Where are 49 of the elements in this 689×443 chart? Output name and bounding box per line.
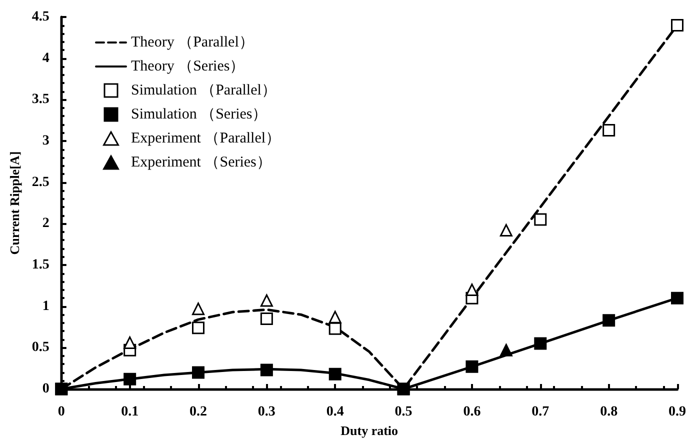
point: [671, 19, 684, 32]
point: [192, 322, 205, 334]
legend-label: Experiment （Parallel）: [131, 130, 281, 146]
legend-label: Theory （Parallel）: [131, 34, 254, 50]
point: [534, 337, 547, 350]
point: [328, 322, 342, 335]
point: [124, 336, 136, 349]
x-tick-label: 0.4: [326, 404, 344, 420]
point: [260, 312, 273, 325]
x-tick-label: 0.7: [532, 404, 550, 420]
point: [466, 360, 478, 373]
y-tick-label: 3.5: [32, 92, 50, 108]
y-tick-label: 3: [42, 134, 50, 148]
x-tick-label: 0.3: [258, 404, 276, 420]
legend-label: Simulation （Series）: [131, 106, 268, 122]
y-tick-label: 1.5: [32, 258, 50, 272]
y-axis-title: Current Ripple[A]: [7, 151, 22, 255]
point: [500, 224, 512, 237]
point: [328, 310, 342, 324]
point: [671, 292, 684, 304]
x-tick-label: 0.6: [463, 404, 481, 420]
x-tick-label: 0.2: [190, 404, 208, 420]
x-tick-label: 0.8: [600, 404, 618, 420]
x-tick-label: 0.5: [394, 404, 412, 420]
y-tick-label: 2: [42, 216, 50, 232]
point: [602, 124, 616, 137]
point: [124, 372, 136, 386]
x-axis-title: Duty ratio: [340, 422, 398, 438]
x-tick-label: 0.1: [121, 404, 139, 420]
legend-label: Experiment （Series）: [131, 154, 272, 170]
legend-label: Theory （Series）: [131, 58, 245, 74]
point: [500, 344, 512, 356]
y-tick-label: 4: [42, 50, 50, 66]
point: [192, 302, 205, 316]
point: [260, 364, 273, 376]
y-tick-label: 2.5: [32, 174, 50, 190]
y-tick-label: 0.5: [32, 340, 50, 356]
point: [192, 366, 205, 379]
point: [602, 314, 616, 327]
point: [328, 368, 342, 380]
point: [534, 213, 547, 226]
y-tick-label: 4.5: [32, 10, 50, 24]
x-tick-label: 0: [58, 404, 65, 420]
y-tick-label: 0: [42, 382, 50, 396]
x-tick-label: 0.9: [668, 404, 686, 420]
legend-label: Simulation （Parallel）: [131, 82, 276, 98]
y-tick-label: 1: [42, 298, 50, 314]
point: [260, 294, 273, 307]
point: [466, 284, 478, 296]
